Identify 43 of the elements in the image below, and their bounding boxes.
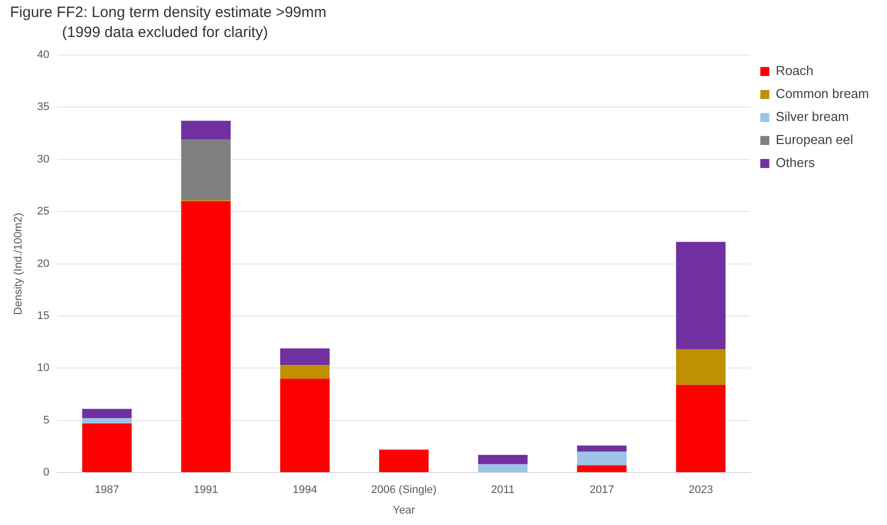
y-tick-label: 30	[37, 153, 50, 166]
y-tick-label: 25	[37, 206, 50, 218]
bar	[478, 464, 528, 472]
bar	[280, 365, 330, 379]
bar	[577, 465, 627, 472]
legend-label: Others	[776, 155, 816, 170]
bar	[181, 140, 231, 200]
chart-title: Figure FF2: Long term density estimate >99mm	[10, 4, 326, 21]
x-axis-title: Year	[392, 504, 416, 516]
bar	[577, 452, 627, 466]
legend-label: Common bream	[776, 86, 870, 102]
y-tick-label: 15	[37, 310, 50, 322]
y-axis-title: Density (Ind./100m2)	[12, 212, 25, 315]
x-tick-label: 2023	[688, 484, 714, 496]
y-tick-label: 40	[37, 49, 50, 62]
x-tick-label: 1987	[94, 484, 120, 496]
bar	[478, 454, 528, 464]
bar	[577, 445, 627, 452]
x-tick-label: 2011	[491, 484, 515, 496]
chart-subtitle: (1999 data excluded for clarity)	[62, 24, 268, 41]
y-tick-label: 20	[37, 258, 50, 270]
legend-label: European eel	[776, 132, 854, 148]
bar	[82, 418, 132, 424]
bar	[676, 384, 726, 472]
bar	[280, 378, 330, 472]
bar	[676, 349, 726, 385]
bar	[280, 348, 330, 366]
y-tick-label: 0	[43, 466, 50, 479]
bar	[676, 242, 726, 350]
bar	[379, 450, 429, 472]
legend-label: Roach	[776, 63, 814, 78]
legend-label: Silver bream	[776, 109, 849, 124]
y-tick-label: 35	[37, 101, 50, 114]
bar	[181, 120, 231, 140]
x-tick-label: 2006 (Single)	[371, 484, 437, 496]
x-tick-label: 2017	[590, 484, 614, 496]
bar	[82, 424, 132, 472]
y-tick-label: 5	[43, 414, 50, 426]
x-tick-label: 1991	[194, 484, 218, 496]
bar	[181, 201, 231, 472]
bar	[82, 408, 132, 418]
x-tick-label: 1994	[292, 484, 318, 496]
y-tick-label: 10	[37, 362, 50, 374]
